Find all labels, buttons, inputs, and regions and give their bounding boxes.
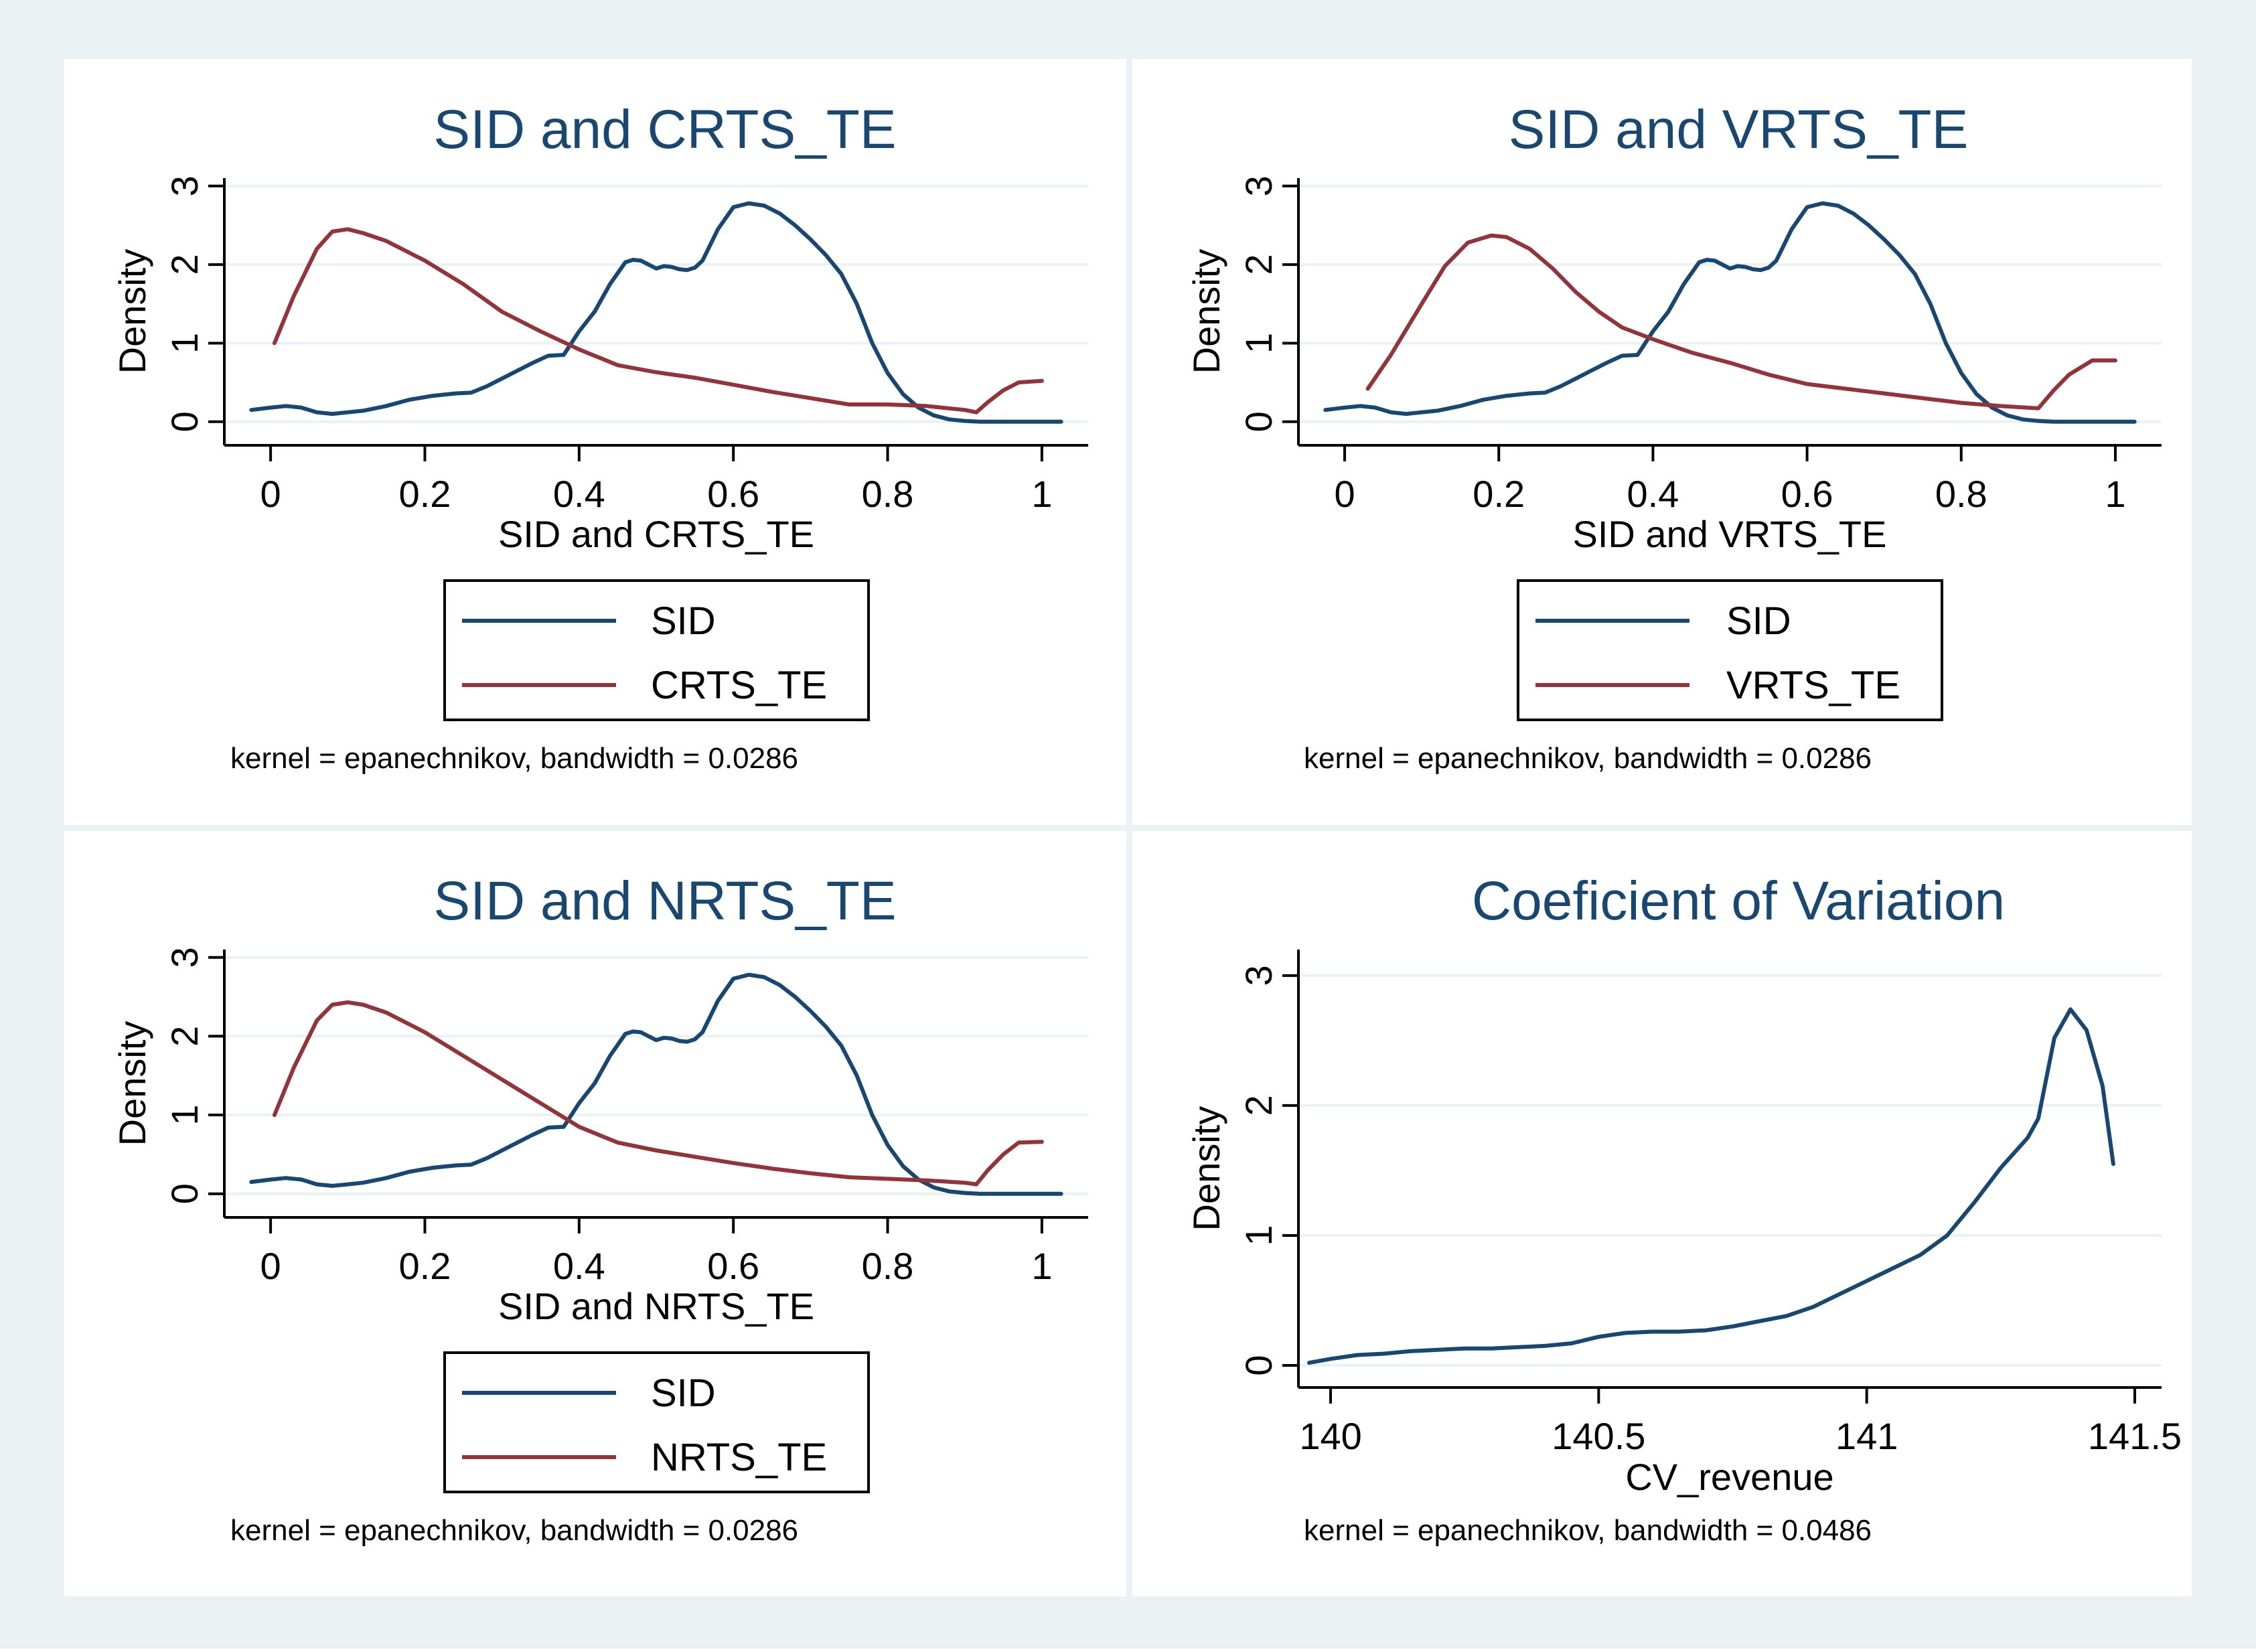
y-tick-label: 3 [163,947,206,968]
y-tick-label: 0 [1237,1355,1280,1375]
grid [1298,974,2162,1367]
series-line-vrts-te [1365,233,2117,410]
x-tick-label: 0 [260,1245,281,1287]
y-tick-label: 1 [163,1104,206,1125]
x-tick-label: 0.6 [707,473,759,515]
y-tick-label: 1 [1237,333,1280,354]
y-ticks: 0 1 2 3 [1237,175,1298,432]
x-ticks: 0 0.2 0.4 0.6 0.8 1 [1334,445,2126,515]
x-tick-label: 0 [260,473,281,515]
series-group [1307,1007,2115,1365]
x-tick-label: 0.6 [1781,473,1833,515]
legend-label-nrts-te: NRTS_TE [651,1436,827,1479]
x-tick-label: 0.8 [1935,473,1987,515]
kernel-note: kernel = epanechnikov, bandwidth = 0.028… [230,742,798,775]
grid [224,956,1088,1195]
series-group [249,972,1063,1196]
grid [1298,184,2162,423]
series-group [249,201,1063,424]
y-axis-label: Density [1185,1106,1227,1231]
kernel-note: kernel = epanechnikov, bandwidth = 0.028… [1304,742,1872,775]
legend-box [1517,579,1943,721]
series-line-cv-revenue [1307,1007,2115,1365]
legend-label-crts-te: CRTS_TE [651,664,827,707]
series-group [1323,201,2137,424]
y-ticks: 0 1 2 3 [163,947,224,1204]
x-ticks: 0 0.2 0.4 0.6 0.8 1 [260,445,1052,515]
x-tick-label: 1 [1031,473,1052,515]
series-line-sid [249,972,1063,1196]
x-axis-label: CV_revenue [1625,1456,1833,1498]
chart-panel-crts: SID and CRTS_TE 0 1 2 3 0 0.2 0.4 0.6 0.8 1 Dens… [111,99,1088,775]
series-line-nrts-te [272,1000,1044,1187]
legend: SID CRTS_TE [443,579,870,721]
y-ticks: 0 1 2 3 [163,175,224,432]
x-tick-label: 0.8 [862,1245,914,1287]
legend-box [443,579,870,721]
chart-title: SID and CRTS_TE [433,99,896,160]
chart-panel-vrts: SID and VRTS_TE 0 1 2 3 0 0.2 0.4 0.6 0.8 1 Dens… [1185,99,2162,775]
x-axis-label: SID and CRTS_TE [498,513,814,555]
x-tick-label: 0.6 [707,1245,759,1287]
legend-label-sid: SID [651,1371,716,1415]
chart-panel-nrts: SID and NRTS_TE 0 1 2 3 0 0.2 0.4 0.6 0.8 1 Dens… [111,871,1088,1547]
x-tick-label: 0.2 [1473,473,1525,515]
x-tick-label: 0.4 [1627,473,1679,515]
series-line-sid [1323,201,2137,424]
legend: SID NRTS_TE [443,1351,870,1493]
y-tick-label: 2 [163,1026,206,1047]
y-tick-label: 0 [163,1183,206,1204]
y-tick-label: 3 [1237,965,1280,986]
series-line-sid [249,201,1063,424]
legend-label-vrts-te: VRTS_TE [1726,664,1900,707]
chart-title: SID and NRTS_TE [433,871,896,931]
x-ticks: 0 0.2 0.4 0.6 0.8 1 [260,1217,1052,1287]
x-tick-label: 0.2 [399,473,451,515]
y-ticks: 0 1 2 3 [1237,965,1298,1376]
divider-horizontal [64,825,2192,831]
x-ticks: 140 140.5 141 141.5 [1299,1387,2182,1457]
y-tick-label: 1 [163,333,206,354]
x-tick-label: 141.5 [2088,1415,2182,1457]
y-tick-label: 0 [1237,411,1280,432]
x-axis-label: SID and VRTS_TE [1573,513,1887,555]
x-tick-label: 140 [1299,1415,1361,1457]
chart-panel-cv: Coeficient of Variation 0 1 2 3 140 140.5 141… [1185,871,2182,1547]
legend-label-sid: SID [651,599,716,643]
chart-title: SID and VRTS_TE [1509,99,1969,160]
y-tick-label: 2 [1237,254,1280,275]
x-tick-label: 0.4 [553,1245,605,1287]
kernel-note: kernel = epanechnikov, bandwidth = 0.028… [230,1514,798,1547]
y-tick-label: 3 [163,175,206,196]
grid [224,184,1088,423]
y-axis-label: Density [111,249,153,374]
x-tick-label: 1 [1031,1245,1052,1287]
y-tick-label: 1 [1237,1225,1280,1246]
x-axis-label: SID and NRTS_TE [498,1285,814,1327]
x-tick-label: 0 [1334,473,1355,515]
x-tick-label: 0.4 [553,473,605,515]
y-tick-label: 3 [1237,175,1280,196]
y-tick-label: 2 [163,254,206,275]
y-tick-label: 2 [1237,1095,1280,1116]
kernel-note: kernel = epanechnikov, bandwidth = 0.048… [1304,1514,1872,1547]
y-tick-label: 0 [163,411,206,432]
legend-label-sid: SID [1726,599,1791,643]
x-tick-label: 0.2 [399,1245,451,1287]
legend: SID VRTS_TE [1517,579,1943,721]
x-tick-label: 140.5 [1552,1415,1645,1457]
y-axis-label: Density [1185,249,1227,374]
legend-box [443,1351,870,1493]
x-tick-label: 1 [2105,473,2125,515]
chart-title: Coeficient of Variation [1472,871,2005,931]
y-axis-label: Density [111,1021,153,1146]
x-tick-label: 0.8 [862,473,914,515]
x-tick-label: 141 [1835,1415,1898,1457]
series-line-crts-te [272,227,1044,415]
